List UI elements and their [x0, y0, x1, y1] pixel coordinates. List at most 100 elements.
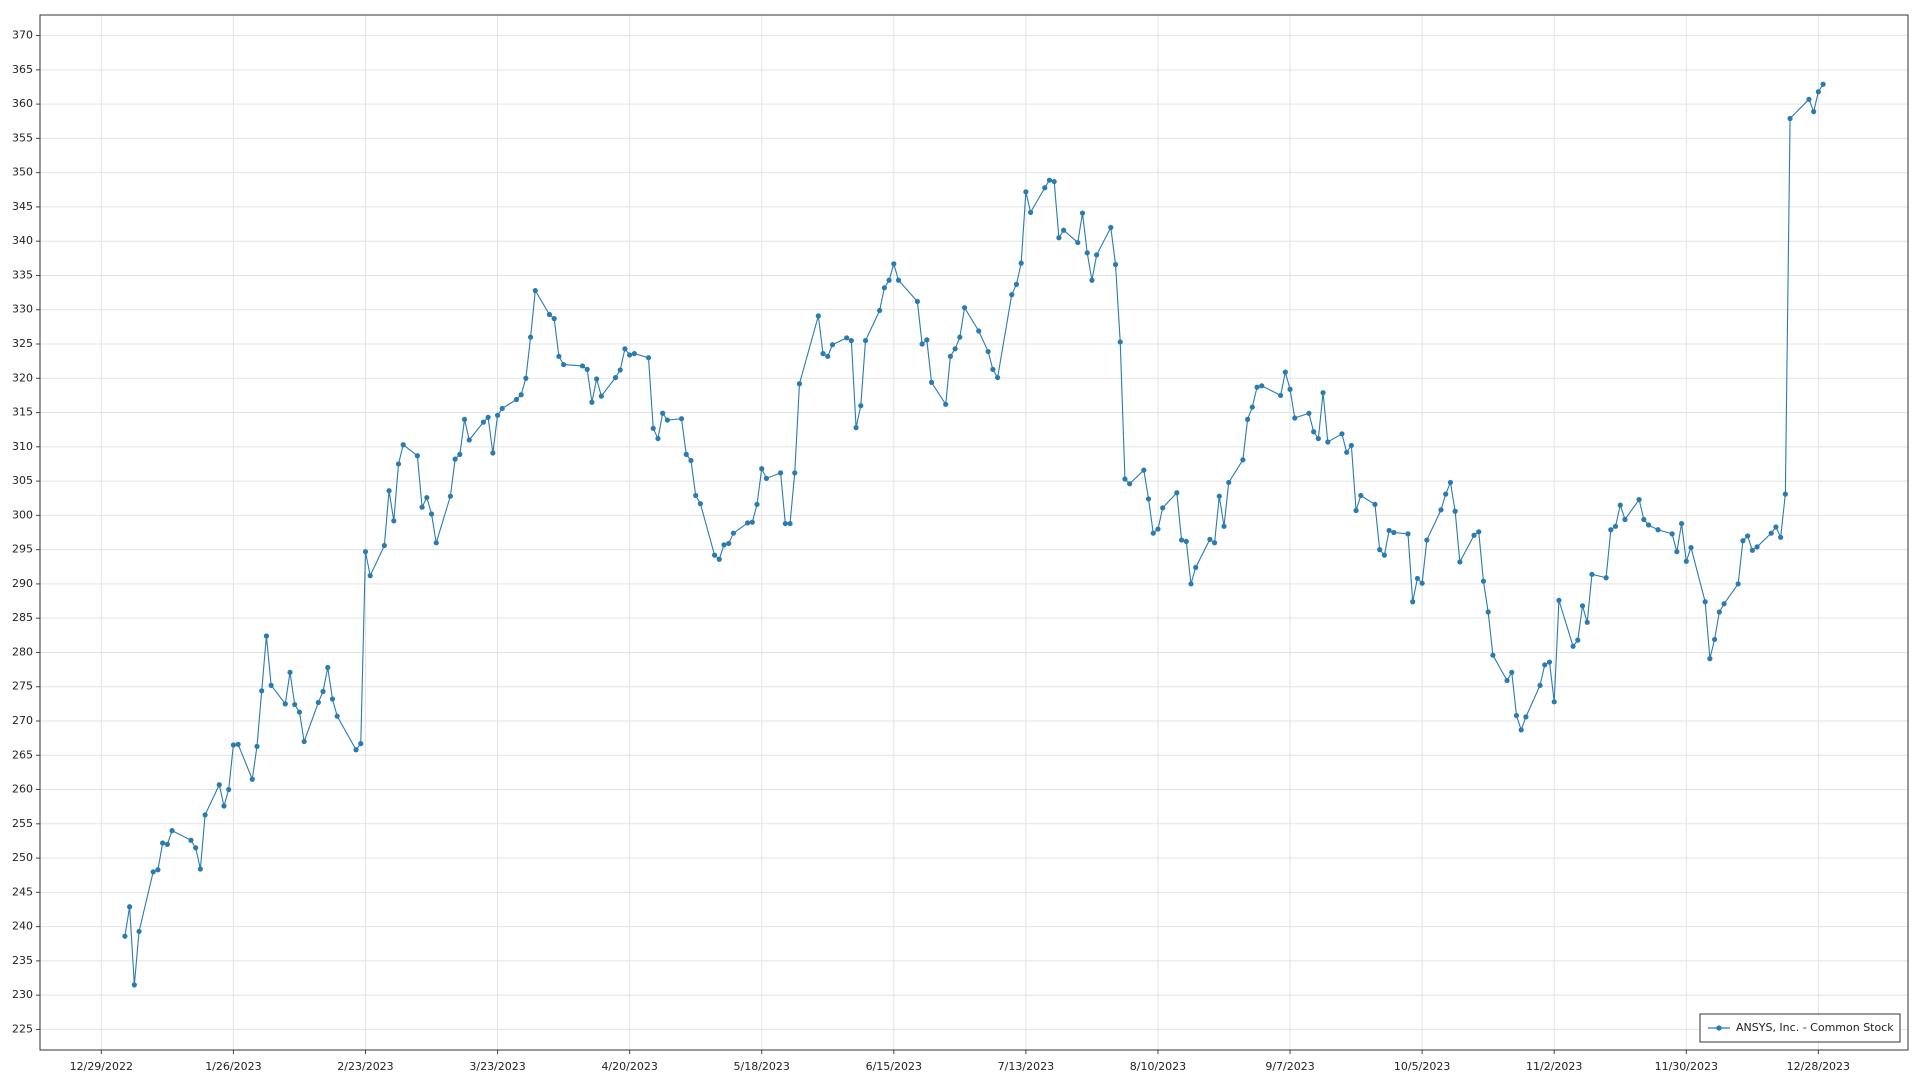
data-point	[1089, 277, 1095, 283]
data-point	[353, 747, 359, 753]
data-point	[579, 363, 586, 369]
data-point	[1112, 261, 1119, 268]
data-point	[315, 699, 321, 706]
data-point	[1254, 384, 1260, 390]
data-point	[561, 361, 567, 368]
data-point	[1094, 252, 1100, 258]
data-point	[259, 688, 265, 694]
data-point	[480, 419, 487, 425]
data-point	[532, 287, 538, 294]
data-point	[1612, 523, 1619, 529]
data-point	[1377, 547, 1383, 553]
data-point	[1145, 496, 1152, 502]
grid	[40, 15, 1908, 1050]
data-point	[1509, 669, 1515, 675]
data-point	[1457, 559, 1463, 565]
data-point	[891, 261, 897, 267]
data-point	[1490, 652, 1496, 658]
data-point	[424, 494, 430, 501]
data-point	[1806, 96, 1812, 102]
data-point	[1773, 524, 1779, 530]
data-point	[1311, 429, 1317, 435]
data-point	[1617, 502, 1623, 508]
data-point	[627, 352, 633, 358]
data-point	[150, 869, 156, 875]
data-point	[664, 417, 670, 423]
data-point	[1221, 523, 1227, 529]
data-point	[994, 374, 1001, 381]
y-tick-label: 360	[12, 97, 33, 110]
y-tick-label: 270	[12, 714, 33, 727]
data-point	[617, 367, 623, 373]
data-point	[1504, 677, 1510, 684]
y-tick-label: 225	[12, 1022, 33, 1035]
y-tick-label: 245	[12, 885, 33, 898]
data-point	[1042, 185, 1048, 191]
data-point	[188, 837, 194, 843]
data-point	[1023, 189, 1029, 195]
y-tick-label: 325	[12, 337, 33, 350]
data-point	[499, 405, 505, 412]
data-point	[202, 812, 208, 818]
data-point	[1226, 479, 1232, 486]
data-point	[169, 828, 175, 834]
data-point	[848, 337, 854, 344]
data-point	[1523, 714, 1529, 720]
data-point	[1013, 281, 1020, 287]
data-point	[1589, 571, 1595, 577]
data-point	[1575, 637, 1581, 643]
data-point	[1678, 520, 1685, 527]
data-point	[1117, 339, 1123, 345]
data-point	[1579, 603, 1586, 609]
data-point	[924, 337, 930, 343]
data-point	[612, 374, 619, 381]
data-point	[122, 933, 128, 939]
data-point	[947, 353, 954, 359]
data-point	[1358, 492, 1364, 499]
x-tick-label: 9/7/2023	[1265, 1060, 1314, 1073]
data-point	[447, 493, 453, 499]
x-tick-label: 12/29/2022	[70, 1060, 133, 1073]
data-point	[1178, 537, 1185, 543]
data-point	[329, 696, 336, 702]
data-point	[1707, 656, 1713, 662]
x-tick-label: 7/13/2023	[998, 1060, 1054, 1073]
data-point	[1051, 178, 1057, 185]
data-point	[1480, 578, 1487, 584]
data-point	[744, 520, 751, 526]
data-point	[1683, 558, 1689, 564]
data-point	[1160, 505, 1166, 511]
data-point	[598, 393, 604, 399]
x-tick-label: 1/26/2023	[205, 1060, 261, 1073]
data-point	[1820, 81, 1826, 87]
data-point	[1811, 109, 1817, 115]
data-point	[1056, 235, 1062, 241]
y-tick-label: 365	[12, 63, 33, 76]
data-point	[1287, 386, 1293, 392]
data-point	[513, 396, 520, 403]
data-point	[1782, 491, 1788, 497]
data-point	[1815, 89, 1821, 95]
data-point	[1584, 619, 1590, 625]
data-point	[1278, 392, 1284, 399]
data-point	[1735, 581, 1741, 587]
data-point	[1320, 390, 1326, 396]
data-point	[1075, 239, 1081, 246]
data-point	[1570, 643, 1576, 649]
data-point	[1141, 467, 1147, 473]
data-point	[1419, 580, 1425, 586]
data-point	[1471, 532, 1477, 538]
data-point	[452, 456, 458, 462]
data-point	[1749, 547, 1755, 553]
data-point	[254, 743, 260, 749]
data-point	[466, 437, 472, 443]
data-point	[221, 803, 227, 809]
data-point	[268, 682, 274, 688]
data-point	[1603, 575, 1609, 581]
data-point	[1282, 369, 1288, 375]
data-point	[216, 782, 222, 788]
data-point	[546, 311, 553, 318]
data-point	[759, 466, 765, 472]
